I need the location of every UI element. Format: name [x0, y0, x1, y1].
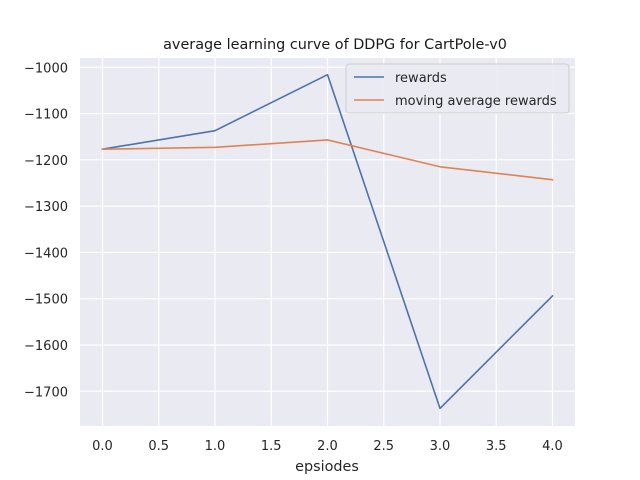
x-tick-label: 1.0 — [205, 439, 226, 454]
x-tick-label: 3.5 — [486, 439, 507, 454]
chart-title: average learning curve of DDPG for CartP… — [163, 37, 507, 53]
x-tick-label: 0.0 — [92, 439, 113, 454]
legend: rewards moving average rewards — [345, 63, 570, 114]
x-tick-label: 2.5 — [373, 439, 394, 454]
legend-label-1: moving average rewards — [395, 94, 557, 109]
x-axis-label: epsiodes — [295, 459, 359, 475]
y-tick-label: −1700 — [24, 385, 68, 400]
ticks: 0.0 0.5 1.0 1.5 2.0 2.5 3.0 3.5 4.0 −1000 −1100 −12… — [24, 61, 563, 454]
series-layer — [101, 73, 554, 410]
x-tick-label: 4.0 — [542, 439, 563, 454]
y-tick-label: −1000 — [24, 61, 68, 76]
y-tick-label: −1200 — [24, 154, 68, 169]
series-line-1 — [101, 139, 554, 181]
x-tick-label: 2.0 — [317, 439, 338, 454]
y-tick-label: −1400 — [24, 246, 68, 261]
x-tick-label: 0.5 — [148, 439, 169, 454]
y-tick-label: −1300 — [24, 200, 68, 215]
y-tick-label: −1500 — [24, 293, 68, 308]
legend-box — [345, 63, 570, 114]
y-tick-label: −1600 — [24, 339, 68, 354]
x-tick-label: 3.0 — [430, 439, 451, 454]
y-tick-label: −1100 — [24, 108, 68, 123]
x-tick-label: 1.5 — [261, 439, 282, 454]
series-line-0 — [101, 73, 554, 410]
legend-label-0: rewards — [395, 71, 447, 86]
